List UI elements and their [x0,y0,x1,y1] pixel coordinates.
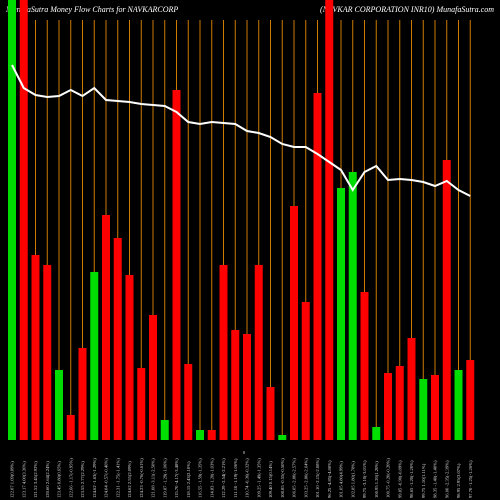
x-tick-label: 122.31 -1.75(-1.41%) [115,458,120,498]
x-tick-label: 120.60 2.64(2.24%) [45,461,50,498]
x-tick-label: 101.10 -2.15(-2.08%) [315,458,320,498]
bar [231,330,240,440]
x-tick-label: 121.08 -3.11(-2.50%) [151,458,156,498]
bar [184,364,193,440]
x-tick-label: 109.40 0.15(0.14%) [268,461,273,498]
bar [102,215,110,440]
bar [337,188,345,440]
x-tick-label: 100.95 1.20(1.20%) [374,461,379,498]
chart-subtitle: (NAVKAR CORPORATION INR10) MunafaSutra.c… [320,5,494,14]
x-tick-label: 99.85 -0.90(-0.89%) [397,460,402,498]
x-tick-label: 106.05 -2.80(-2.57%) [292,458,297,498]
bar [442,160,451,440]
x-tick-label: 96.25 -4.85(-4.80%) [327,460,332,498]
bar [207,430,216,440]
x-tick-label: 99.75 1.10(1.11%) [421,463,426,498]
bar [78,348,87,440]
x-tick-label: 115.70 -4.17(-3.48%) [174,458,179,498]
x-tick-label: 124.04 -0.57(-0.46%) [104,458,109,498]
x-tick-label: 124.23 -0.76(-0.61%) [139,458,144,498]
bar [254,265,263,440]
x-tick-label: 109.25 -1.49(-1.35%) [256,458,261,498]
bar [454,370,463,440]
x-tick-label: 122.07 1.09(0.89%) [10,461,15,498]
bar [266,387,275,440]
bar [172,90,181,440]
bar [160,420,169,440]
x-tick-label: 99.75 -3.10(-3.01%) [362,460,367,498]
bar [360,292,369,440]
x-tick-label: 123.45 0.80(0.65%) [57,461,62,498]
x-tick-label: 101.05 4.80(4.99%) [339,461,344,498]
bar [31,255,40,440]
bar [313,93,322,440]
bar [384,373,392,440]
bar [419,379,428,440]
bar [431,375,439,440]
bar [290,206,298,440]
x-tick-label: 98.35 -1.40(-1.40%) [433,460,438,498]
x-tick-label: 122.66 -1.17(-0.95%) [68,458,73,498]
bar [301,302,310,440]
bar [348,172,357,440]
x-tick-label: 102.85 1.80(1.78%) [350,461,355,498]
x-tick-label: 118.15 2.43(2.10%) [186,461,191,498]
bar [325,0,334,440]
x-tick-label: 121.52 3.45(2.92%) [33,461,38,498]
bar [395,366,404,440]
bar [466,360,475,440]
x-tick-label: 124.62 -1.63(-1.29%) [92,458,97,498]
x-tick-label: 98.95 2.95(3.07%) [456,463,461,498]
bar [149,315,157,440]
x-tick-label: 110.74 -0.36(-0.32%) [245,458,250,498]
bar [196,430,204,440]
x-tick-label: 114.83 -1.20(-1.03%) [209,458,214,498]
bar [19,0,28,440]
bar [90,272,99,440]
bar [8,0,16,440]
bar [372,427,381,440]
bar [66,415,75,440]
x-tick-label: 100.75 -0.20(-0.20%) [386,458,391,498]
bar [137,368,146,440]
x-tick-label: 119.87 -1.29(-1.06%) [162,458,167,498]
x-tick-label: 112.29 -2.54(-2.21%) [221,458,226,498]
bar [113,238,122,440]
x-tick-label: 98.65 -1.20(-1.20%) [409,460,414,498]
x-tick-label: 123.55 2.77(2.29%) [80,461,85,498]
bar [43,265,52,440]
x-tick-label: 108.85 -0.55(-0.50%) [280,458,285,498]
x-tick-label: 96.00 -2.35(-2.39%) [444,460,449,498]
bar [55,370,63,440]
x-tick-label: 111.10 -1.19(-1.06%) [233,458,238,498]
x-tick-label: 97.70 -1.25(-1.26%) [468,460,473,498]
bar [278,435,287,440]
bar [243,334,251,440]
bar [219,265,228,440]
chart-title: MunafaSutra Money Flow Charts for NAVKAR… [5,5,178,14]
bar [407,338,416,440]
zero-label: 0 [243,450,246,455]
x-tick-label: 124.62 2.55(2.09%) [127,461,132,498]
x-tick-label: 123.17 4.00(3.36%) [21,461,26,498]
price-line [11,64,471,197]
x-tick-label: 116.55 -1.59(-1.35%) [198,458,203,498]
bar [125,275,134,440]
x-tick-label: 103.25 -2.80(-2.64%) [303,458,308,498]
